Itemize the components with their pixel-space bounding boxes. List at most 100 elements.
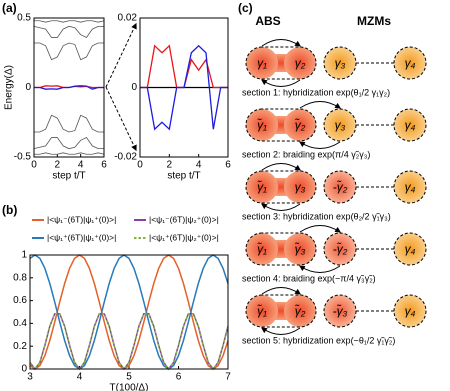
x-tick-label: 7	[225, 372, 231, 383]
site-label: γ₂	[295, 56, 306, 70]
legend-label: |<ψ₁⁻(6T)|ψ₂⁺(0)>|	[149, 214, 219, 224]
x-tick-label: 4	[196, 160, 202, 171]
mzm-site	[393, 170, 427, 204]
series-line	[33, 137, 104, 150]
site-label: γ̃₁	[257, 179, 267, 194]
zoom-arrow	[105, 86, 137, 152]
site-label: -γ̃₂	[333, 241, 348, 256]
plot-frame	[139, 17, 229, 158]
abs-blob	[284, 47, 316, 79]
y-tick-label: 0	[131, 82, 137, 93]
series-line	[29, 254, 229, 370]
x-tick-label: 6	[176, 372, 182, 383]
site-label: γ₄	[405, 118, 416, 132]
site-label: γ₁	[257, 56, 267, 70]
abs-outline	[245, 108, 317, 142]
x-tick-label: 3	[27, 372, 33, 383]
series-line	[29, 254, 229, 370]
section-caption: section 5: hybridization exp(−θ₁/2 γ̃₁γ̃…	[242, 335, 395, 345]
exchange-arrow	[299, 101, 342, 109]
x-axis-label: step t/T	[167, 171, 200, 182]
abs-outline	[245, 46, 317, 80]
x-tick-label: 4	[78, 160, 84, 171]
section-caption: section 4: braiding exp(−π/4 γ̃₃γ̃₂)	[242, 273, 376, 283]
diagram-row: γ̃₁ γ̃₂ -γ̃₃ γ₄ section 5: hybridization exp…	[242, 287, 427, 345]
mzm-site	[393, 46, 427, 80]
x-tick-label: 6	[225, 160, 231, 171]
series-line	[34, 20, 105, 23]
abs-blob	[284, 109, 316, 141]
series-line	[34, 114, 104, 133]
site-label: γ̃₂	[295, 117, 306, 132]
y-tick-label: 0.5	[17, 13, 31, 24]
exchange-arrow	[261, 79, 301, 87]
legend-label: |<ψ₁⁻(6T)|ψ₁⁺(0)>|	[47, 214, 116, 224]
diagram-row: γ̃₁ γ₃ -γ̃₂ γ₄ section 3: hybridization exp(…	[242, 163, 427, 221]
site-label: γ̃₁	[257, 241, 267, 256]
mzm-site	[393, 232, 427, 266]
series-line	[140, 44, 228, 131]
site-label: γ₃	[335, 118, 346, 132]
diagram-header: ABS	[255, 14, 280, 28]
abs-outline	[245, 170, 317, 204]
site-label: γ₄	[405, 180, 416, 194]
abs-blob	[246, 109, 278, 141]
site-label: -γ̃₂	[333, 179, 348, 194]
panel-label: (c)	[238, 1, 253, 15]
y-tick-label: 0	[21, 364, 27, 375]
site-label: γ₄	[405, 242, 416, 256]
exchange-arrow	[261, 287, 301, 295]
y-tick-label: 0.2	[13, 341, 27, 352]
section-caption: section 2: braiding exp(π/4 γ̃₂γ₃)	[242, 149, 370, 159]
x-tick-label: 2	[55, 160, 61, 171]
abs-blob	[246, 295, 278, 327]
y-tick-label: 0.02	[118, 13, 138, 24]
exchange-arrow	[298, 265, 341, 273]
mzm-site	[393, 108, 427, 142]
series-line	[34, 85, 104, 90]
mzm-site	[393, 294, 427, 328]
y-tick-label: -0.5	[14, 152, 32, 163]
site-label: -γ̃₃	[333, 303, 348, 318]
y-tick-label: 0	[25, 82, 31, 93]
site-label: γ̃₁	[257, 117, 267, 132]
plot-frame	[33, 17, 105, 158]
site-label: γ̃₃	[295, 241, 306, 256]
diagram-row: γ̃₁ γ̃₃ -γ̃₂ γ₄ section 4: braiding exp(−π/4…	[242, 225, 427, 283]
y-tick-label: 1	[21, 250, 27, 261]
y-tick-label: 0.4	[13, 318, 27, 329]
zoom-arrow	[105, 22, 137, 88]
abs-blob	[284, 295, 316, 327]
abs-blob	[246, 171, 278, 203]
abs-blob	[284, 233, 316, 265]
diagram-row: γ̃₁ γ̃₂ γ₃ γ₄ section 2: braiding exp(π/4 γ̃…	[242, 101, 427, 159]
x-axis-label: T(100/Δ)	[110, 383, 149, 391]
panel-label: (b)	[2, 203, 17, 217]
y-tick-label: 0.6	[13, 295, 27, 306]
abs-blob	[246, 47, 278, 79]
site-label: γ₃	[295, 180, 306, 194]
series-line	[34, 152, 105, 155]
series-line	[33, 25, 104, 38]
abs-outline	[245, 232, 317, 266]
y-axis-label: Energy(Δ)	[4, 65, 15, 110]
series-line	[34, 42, 104, 61]
diagram-header: MZMs	[357, 14, 391, 28]
y-tick-label: 0.8	[13, 272, 27, 283]
exchange-arrow	[298, 141, 341, 149]
exchange-arrow	[299, 225, 342, 233]
abs-outline	[245, 294, 317, 328]
legend-label: |<ψ₁⁺(6T)|ψ₂⁺(0)>|	[149, 232, 219, 242]
x-tick-label: 0	[137, 160, 143, 171]
plot-frame	[29, 254, 229, 370]
x-tick-label: 6	[101, 160, 107, 171]
exchange-arrow	[261, 327, 301, 335]
diagram-row: γ₁ γ₂ γ₃ γ₄ section 1: hybridization exp(θ₁/…	[242, 39, 427, 97]
y-tick-label: -0.02	[114, 152, 137, 163]
site-label: γ₄	[405, 304, 416, 318]
site-label: γ̃₂	[295, 303, 306, 318]
exchange-arrow	[261, 39, 301, 47]
section-caption: section 3: hybridization exp(θ₂/2 γ̃₁γ₃)	[242, 211, 391, 221]
series-line	[29, 312, 229, 371]
